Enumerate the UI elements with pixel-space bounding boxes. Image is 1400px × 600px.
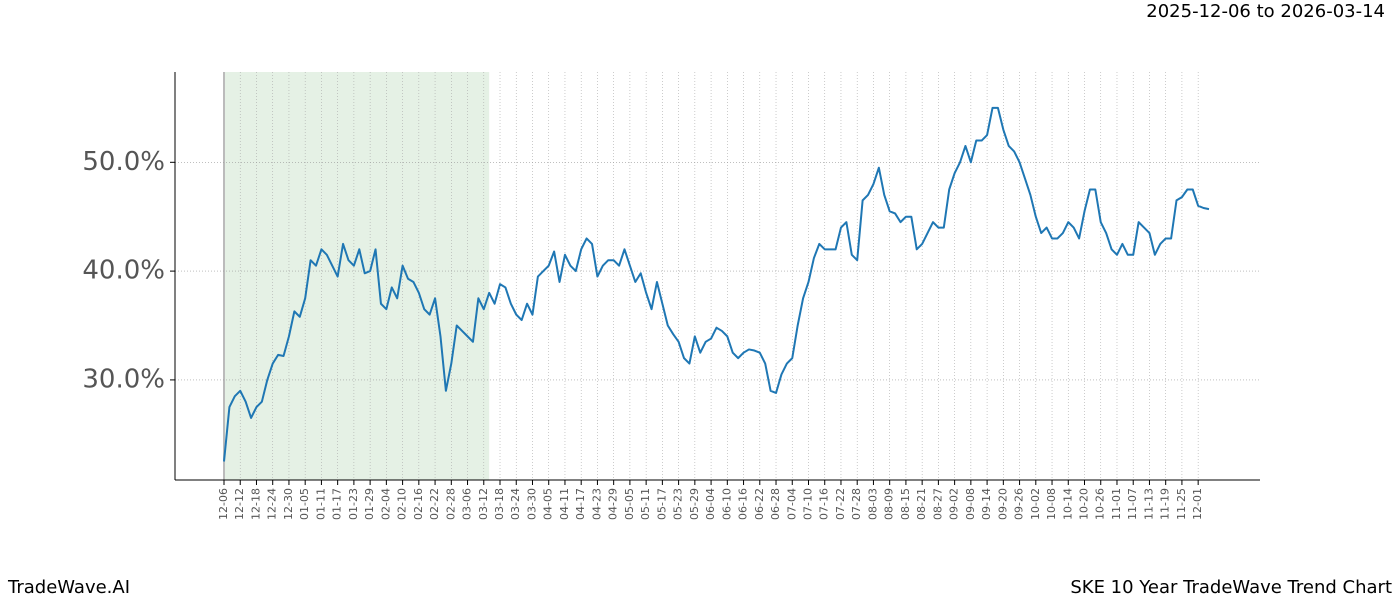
x-tick-label: 02-10	[396, 488, 409, 520]
x-tick-label: 09-08	[964, 488, 977, 520]
y-tick-label: 30.0%	[82, 364, 165, 394]
x-tick-label: 01-17	[331, 488, 344, 520]
x-tick-label: 05-11	[639, 488, 652, 520]
x-tick-label: 12-01	[1191, 488, 1204, 520]
x-tick-label: 09-02	[948, 488, 961, 520]
y-tick-label: 50.0%	[82, 147, 165, 177]
x-tick-label: 10-08	[1045, 488, 1058, 520]
highlight-region	[224, 72, 490, 480]
x-tick-label: 02-28	[444, 488, 457, 520]
x-tick-label: 03-12	[477, 488, 490, 520]
subtitle: 2025-12-06 to 2026-03-14	[1146, 1, 1385, 22]
x-tick-label: 08-21	[915, 488, 928, 520]
x-tick-label: 11-01	[1110, 488, 1123, 520]
x-tick-label: 09-20	[996, 488, 1009, 520]
x-tick-label: 07-16	[818, 488, 831, 520]
x-tick-label: 10-20	[1078, 488, 1091, 520]
x-tick-label: 06-22	[753, 488, 766, 520]
x-tick-label: 12-24	[266, 488, 279, 520]
x-tick-label: 02-16	[412, 488, 425, 520]
footer-left: TradeWave.AI	[7, 577, 130, 598]
x-tick-label: 10-26	[1094, 488, 1107, 520]
x-tick-label: 11-25	[1175, 488, 1188, 520]
x-tick-label: 03-18	[493, 488, 506, 520]
x-tick-label: 03-24	[509, 488, 522, 520]
x-tick-label: 04-17	[574, 488, 587, 520]
x-tick-label: 07-04	[785, 488, 798, 520]
x-tick-label: 05-05	[623, 488, 636, 520]
x-tick-label: 02-04	[379, 488, 392, 520]
x-tick-label: 08-27	[931, 488, 944, 520]
y-tick-label: 40.0%	[82, 256, 165, 286]
x-tick-label: 04-11	[558, 488, 571, 520]
x-tick-label: 06-04	[704, 488, 717, 520]
x-tick-label: 02-22	[428, 488, 441, 520]
x-tick-label: 01-29	[363, 488, 376, 520]
x-tick-label: 01-05	[298, 488, 311, 520]
x-tick-label: 10-02	[1029, 488, 1042, 520]
x-tick-label: 11-13	[1142, 488, 1155, 520]
x-tick-label: 08-09	[883, 488, 896, 520]
x-tick-label: 07-10	[801, 488, 814, 520]
x-tick-label: 06-16	[737, 488, 750, 520]
x-tick-label: 04-05	[542, 488, 555, 520]
x-tick-label: 04-23	[590, 488, 603, 520]
x-tick-label: 05-17	[655, 488, 668, 520]
x-tick-label: 01-23	[347, 488, 360, 520]
x-tick-label: 03-30	[525, 488, 538, 520]
x-tick-label: 08-03	[866, 488, 879, 520]
x-tick-label: 03-06	[461, 488, 474, 520]
x-tick-label: 07-22	[834, 488, 847, 520]
x-tick-label: 05-29	[688, 488, 701, 520]
x-tick-label: 07-28	[850, 488, 863, 520]
x-tick-label: 05-23	[672, 488, 685, 520]
x-tick-label: 01-11	[314, 488, 327, 520]
x-tick-label: 04-29	[607, 488, 620, 520]
x-tick-label: 12-12	[233, 488, 246, 520]
x-tick-label: 10-14	[1061, 488, 1074, 520]
x-tick-label: 08-15	[899, 488, 912, 520]
x-tick-label: 11-07	[1126, 488, 1139, 520]
trend-line	[223, 106, 1210, 462]
footer-right: SKE 10 Year TradeWave Trend Chart	[1070, 577, 1392, 598]
x-tick-label: 12-18	[249, 488, 262, 520]
x-tick-label: 09-14	[980, 488, 993, 520]
x-tick-label: 06-10	[720, 488, 733, 520]
x-tick-label: 09-26	[1013, 488, 1026, 520]
x-tick-label: 06-28	[769, 488, 782, 520]
x-tick-label: 12-30	[282, 488, 295, 520]
x-tick-label: 12-06	[217, 488, 230, 520]
x-tick-label: 11-19	[1159, 488, 1172, 520]
